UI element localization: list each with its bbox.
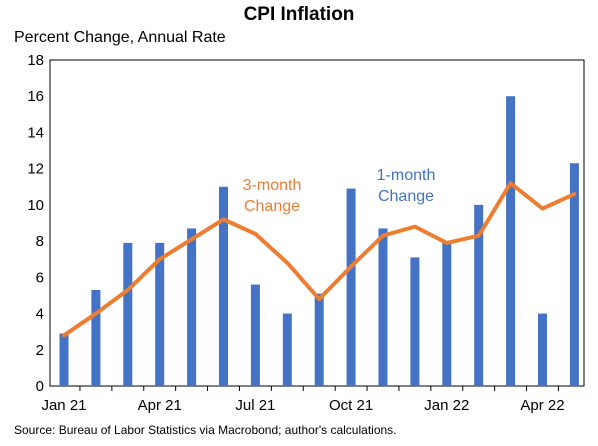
bar	[346, 188, 356, 386]
bar	[250, 284, 260, 386]
x-tick-label: Jan 22	[424, 397, 469, 414]
chart-title: CPI Inflation	[243, 4, 355, 25]
bar	[123, 242, 133, 386]
bar	[474, 204, 484, 386]
bar	[282, 313, 292, 386]
bar	[314, 293, 324, 386]
x-tick-label: Apr 22	[520, 397, 564, 414]
x-tick-label: Apr 21	[138, 397, 182, 414]
bar	[538, 313, 547, 386]
bar	[506, 96, 516, 386]
annotation-3-month-line-2: Change	[244, 198, 300, 215]
y-tick-label: 18	[27, 52, 44, 69]
annotations: 3-month Change 1-month Change	[243, 167, 436, 215]
y-tick-label: 6	[36, 269, 44, 286]
bar	[59, 333, 69, 386]
y-tick-label: 10	[27, 197, 44, 214]
y-tick-label: 12	[27, 161, 44, 178]
y-tick-label: 4	[36, 306, 44, 323]
annotation-1-month-line-1: 1-month	[377, 167, 436, 184]
bar	[569, 163, 579, 386]
y-axis: 0 2 4 6 8 10 12 14 16 18	[27, 52, 44, 395]
y-axis-label: Percent Change, Annual Rate	[14, 29, 226, 46]
bar	[219, 186, 228, 386]
bar	[155, 242, 165, 386]
source-note: Source: Bureau of Labor Statistics via M…	[14, 423, 397, 437]
bar	[187, 228, 197, 386]
bar	[410, 257, 420, 386]
x-tick-label: Jan 21	[41, 397, 86, 414]
line-series-3-month	[62, 181, 577, 338]
x-tick-label: Oct 21	[329, 397, 373, 414]
bar	[91, 290, 101, 386]
y-tick-label: 16	[27, 88, 44, 105]
y-tick-label: 0	[36, 378, 44, 395]
x-axis: Jan 21 Apr 21 Jul 21 Oct 21 Jan 22 Apr 22	[41, 386, 565, 414]
annotation-3-month-line-1: 3-month	[243, 177, 302, 194]
bar-series-1-month	[59, 96, 579, 386]
y-tick-label: 2	[36, 342, 44, 359]
y-tick-label: 8	[36, 233, 44, 250]
annotation-1-month-line-2: Change	[378, 188, 434, 205]
y-tick-label: 14	[27, 124, 44, 141]
bar	[442, 242, 452, 386]
x-tick-label: Jul 21	[235, 397, 275, 414]
bar	[378, 228, 388, 386]
